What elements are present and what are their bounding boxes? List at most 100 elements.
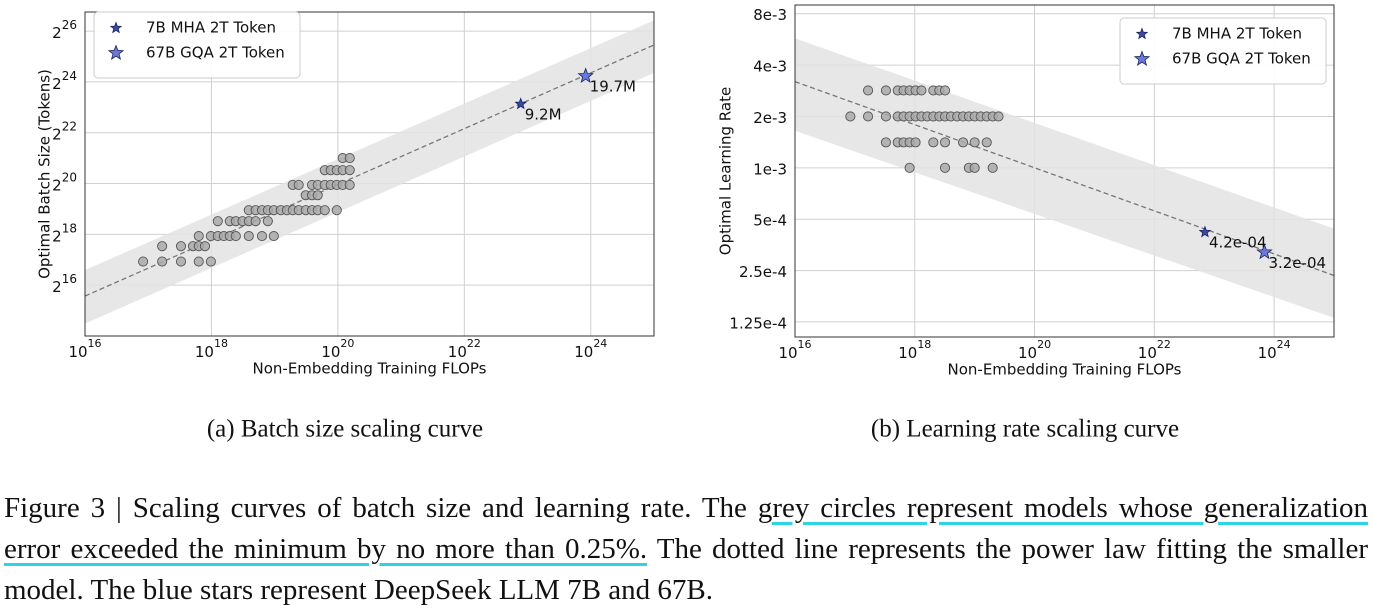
y-tick-label: 222 <box>52 119 77 143</box>
legend-box <box>93 11 301 79</box>
y-tick-label: 4e-3 <box>753 58 787 76</box>
data-point <box>928 137 939 148</box>
data-label: 3.2e-04 <box>1268 254 1326 272</box>
legend-marker <box>1135 27 1149 40</box>
data-point <box>880 85 891 96</box>
y-axis-label: Optimal Learning Rate <box>717 87 735 255</box>
data-point <box>344 179 355 190</box>
x-tick-label: 1020 <box>1018 338 1051 362</box>
data-point <box>969 162 980 173</box>
data-point <box>904 162 915 173</box>
y-tick-label: 1e-3 <box>753 160 787 178</box>
data-point <box>981 137 992 148</box>
data-point <box>268 231 279 242</box>
x-tick-label: 1020 <box>321 337 354 361</box>
plot-content <box>85 12 654 336</box>
data-point <box>993 111 1004 122</box>
caption-lead: Figure 3 | Scaling curves of batch size … <box>4 492 758 524</box>
data-point <box>863 111 874 122</box>
y-tick-label: 1.25e-4 <box>729 314 787 332</box>
data-point <box>157 256 168 267</box>
data-point <box>987 162 998 173</box>
x-tick-label: 1018 <box>195 337 228 361</box>
data-label: 19.7M <box>590 78 636 96</box>
y-tick-label: 2e-3 <box>753 109 787 127</box>
data-point <box>262 216 273 227</box>
data-point <box>212 216 223 227</box>
chart: 1016 1018 1020 1022 1024 216 218 220 222 224 226 9.… <box>36 11 655 443</box>
subcaption: (a) Batch size scaling curve <box>207 416 483 443</box>
data-label: 4.2e-04 <box>1209 234 1267 252</box>
confidence-band <box>85 20 654 324</box>
star-marker <box>577 67 594 84</box>
legend-label: 67B GQA 2T Token <box>146 44 285 62</box>
data-point <box>243 231 254 242</box>
x-tick-label: 1024 <box>1258 338 1291 362</box>
plot-frame <box>794 4 1335 338</box>
data-point <box>845 111 856 122</box>
legend-box <box>1119 17 1327 85</box>
chart: 1016 1018 1020 1022 1024 1.25e-4 2.5e-4 5e-4 1e-… <box>717 4 1335 443</box>
data-point <box>293 179 304 190</box>
data-point <box>250 216 261 227</box>
data-point <box>138 256 149 267</box>
legend-marker <box>1133 50 1151 66</box>
y-tick-label: 224 <box>52 68 77 92</box>
x-tick-label: 1016 <box>778 338 811 362</box>
legend-label: 67B GQA 2T Token <box>1172 50 1311 68</box>
legend-label: 7B MHA 2T Token <box>1172 25 1302 43</box>
data-point <box>175 256 187 267</box>
subcaption: (b) Learning rate scaling curve <box>871 416 1179 443</box>
data-point <box>939 85 951 96</box>
data-point <box>331 205 342 216</box>
star-marker <box>514 97 528 110</box>
data-point <box>157 241 168 252</box>
data-point <box>256 231 268 242</box>
y-axis-label: Optimal Batch Size (Tokens) <box>36 69 54 279</box>
data-label: 9.2M <box>525 105 562 123</box>
x-tick-label: 1022 <box>448 337 481 361</box>
data-point <box>939 137 951 148</box>
y-tick-label: 8e-3 <box>753 6 787 24</box>
y-tick-label: 5e-4 <box>753 212 787 230</box>
data-point <box>230 231 241 242</box>
x-tick-label: 1024 <box>574 337 607 361</box>
data-point <box>916 85 927 96</box>
x-tick-label: 1016 <box>68 337 101 361</box>
x-axis-label: Non-Embedding Training FLOPs <box>253 360 487 378</box>
legend-marker <box>107 44 125 60</box>
star-marker <box>1256 243 1273 260</box>
data-point <box>193 231 204 242</box>
plot-frame <box>84 11 655 337</box>
y-tick-label: 226 <box>52 18 77 42</box>
caption-highlight: grey circles represent models whose gene… <box>4 492 1368 565</box>
data-point <box>939 162 951 173</box>
x-axis-label: Non-Embedding Training FLOPs <box>948 361 1182 379</box>
legend: 7B MHA 2T Token 67B GQA 2T Token <box>93 11 301 79</box>
figure-caption: Figure 3 | Scaling curves of batch size … <box>4 488 1368 611</box>
legend-label: 7B MHA 2T Token <box>146 19 276 37</box>
legend-marker <box>109 21 123 34</box>
y-tick-label: 216 <box>52 272 77 296</box>
data-point <box>958 137 969 148</box>
data-point <box>175 241 187 252</box>
data-point <box>312 190 323 201</box>
data-point <box>319 205 330 216</box>
x-tick-label: 1022 <box>1138 338 1171 362</box>
data-point <box>205 256 216 267</box>
star-marker <box>1198 225 1212 238</box>
caption-rest: The dotted line represents the power law… <box>4 533 1368 606</box>
y-tick-label: 220 <box>52 170 77 194</box>
legend: 7B MHA 2T Token 67B GQA 2T Token <box>1119 17 1327 85</box>
data-point <box>193 256 204 267</box>
x-tick-label: 1018 <box>898 338 931 362</box>
y-tick-label: 218 <box>52 221 77 245</box>
y-tick-label: 2.5e-4 <box>739 263 787 281</box>
figure: 1016 1018 1020 1022 1024 216 218 220 222 224 226 9.… <box>36 4 1335 443</box>
confidence-band <box>795 38 1334 318</box>
data-point <box>880 111 891 122</box>
data-point <box>969 137 980 148</box>
data-point <box>344 153 355 164</box>
data-point <box>199 241 211 252</box>
